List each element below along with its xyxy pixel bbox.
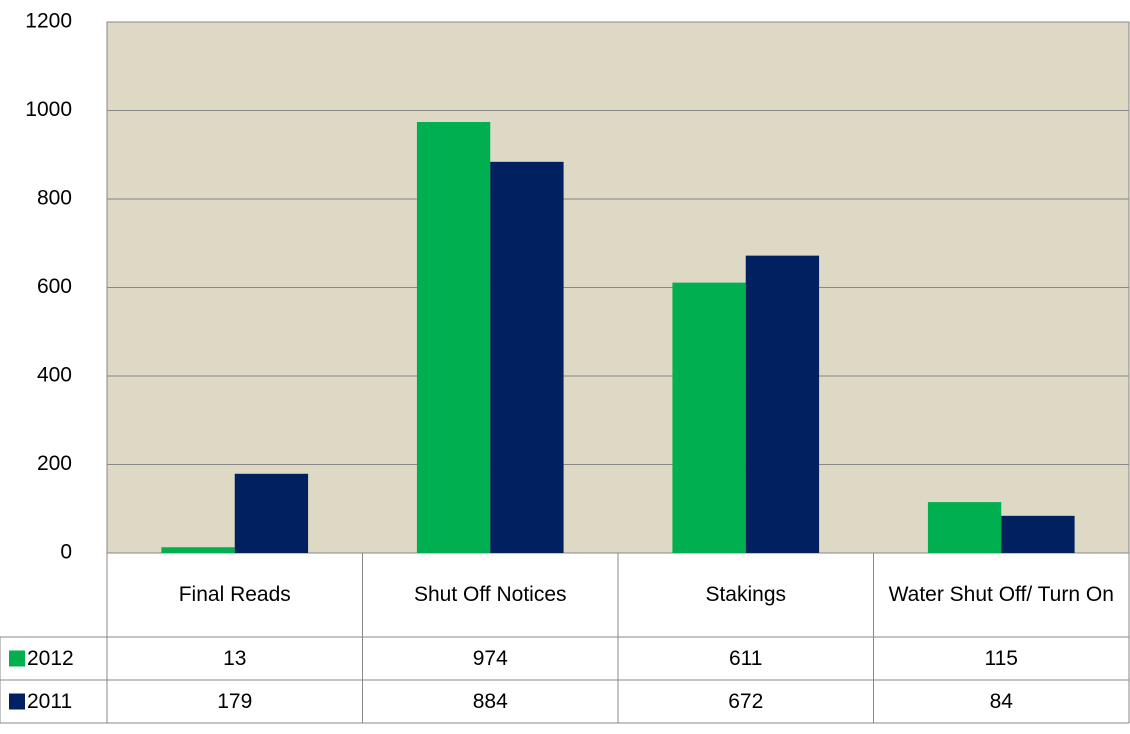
x-tick-label-cell: Shut Off Notices	[413, 583, 567, 607]
y-tick-label: 600	[37, 275, 72, 298]
data-label-cell: 884	[472, 689, 508, 713]
data-label-cell: 115	[984, 646, 1018, 670]
data-label-cell: 672	[728, 689, 764, 713]
y-tick-label: 800	[37, 187, 72, 210]
legend-label: 2011	[27, 690, 72, 713]
data-label: 115	[984, 646, 1018, 670]
x-tick-label: Final Reads	[178, 583, 291, 607]
bar	[672, 282, 746, 553]
x-tick-label-cell: Final Reads	[178, 583, 291, 607]
y-tick-label: 1200	[25, 10, 72, 33]
y-tick-label: 200	[37, 452, 72, 475]
y-tick-label: 1000	[25, 98, 72, 121]
bar	[161, 547, 235, 553]
x-tick-label-cell: Stakings	[705, 583, 787, 607]
data-label: 84	[989, 689, 1013, 713]
legend-swatch	[9, 693, 25, 710]
x-tick-label: Water Shut Off/ Turn On	[888, 583, 1114, 607]
bar	[745, 255, 820, 553]
data-label-cell: 13	[223, 646, 247, 670]
data-label: 974	[472, 646, 508, 670]
x-tick-label: Stakings	[705, 583, 787, 607]
y-tick-label: 400	[37, 364, 72, 387]
x-tick-label: Shut Off Notices	[413, 583, 567, 607]
legend-swatch	[9, 650, 25, 667]
data-label-cell: 974	[472, 646, 508, 670]
bar	[416, 122, 491, 553]
data-label-cell: 611	[729, 646, 763, 670]
x-tick-label-cell: Water Shut Off/ Turn On	[888, 583, 1114, 607]
bar	[490, 161, 564, 553]
bar	[1001, 515, 1075, 553]
data-label: 179	[217, 689, 253, 713]
bar	[927, 502, 1002, 553]
data-label: 611	[729, 646, 763, 670]
data-label: 672	[728, 689, 764, 713]
legend-label: 2012	[27, 647, 74, 670]
data-label: 884	[472, 689, 508, 713]
y-tick-label: 0	[60, 541, 72, 564]
bar	[234, 473, 309, 553]
data-label: 13	[223, 646, 247, 670]
data-label-cell: 179	[217, 689, 253, 713]
data-label-cell: 84	[989, 689, 1013, 713]
